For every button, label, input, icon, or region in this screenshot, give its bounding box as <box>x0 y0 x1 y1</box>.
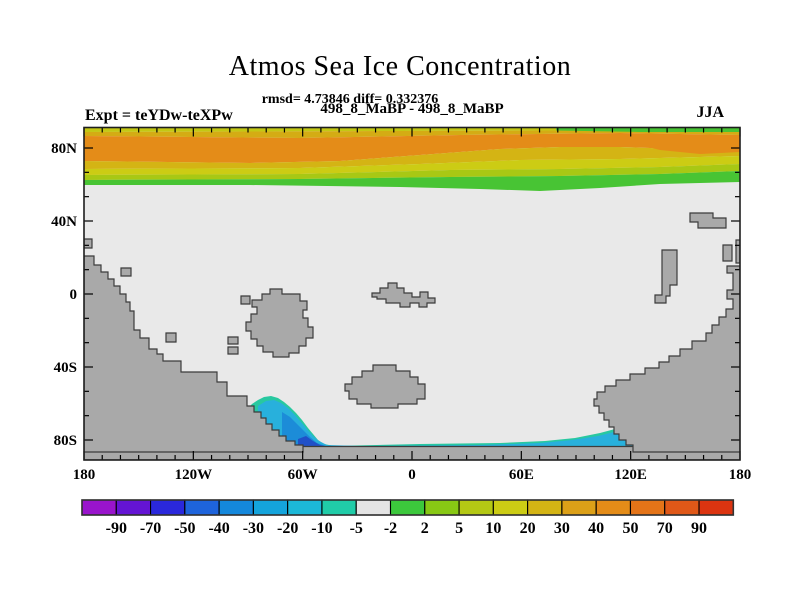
antarctic-blue-inner <box>282 412 348 447</box>
antarctic-dark-blue-core <box>298 436 330 447</box>
run-subtitle: 498_8_MaBP - 498_8_MaBP <box>320 101 504 117</box>
y-axis-label: 0 <box>70 287 78 303</box>
orange-lens-right <box>640 139 740 154</box>
colorbar-level-label: 2 <box>421 520 429 537</box>
land-west-edge-notch <box>84 238 93 249</box>
page-title: Atmos Sea Ice Concentration <box>228 51 572 82</box>
colorbar-frame <box>81 499 735 516</box>
arctic-band-6 <box>84 171 740 191</box>
colorbar-cell <box>389 499 426 516</box>
land-small-island-a <box>120 267 132 277</box>
plot-frame <box>83 126 741 461</box>
colorbar-cell <box>561 499 597 516</box>
colorbar-cell <box>115 499 152 516</box>
colorbar-cell <box>184 499 220 516</box>
land-east-edge-rect <box>722 244 733 262</box>
land-central-island <box>245 288 314 358</box>
colorbar-level-label: -20 <box>277 520 298 537</box>
top-edge-green-strip <box>556 127 740 132</box>
arctic-band-5 <box>84 164 740 180</box>
arctic-band-3 <box>84 147 740 169</box>
colorbar-cell <box>595 499 632 516</box>
colorbar-level-label: -30 <box>243 520 264 537</box>
x-axis-label: 60E <box>509 467 534 483</box>
land-tiny-square-1 <box>227 336 239 345</box>
colorbar-cell <box>664 499 700 516</box>
x-axis-label: 180 <box>73 467 96 483</box>
colorbar-level-label: 40 <box>588 520 604 537</box>
colorbar-cell <box>321 499 357 516</box>
colorbar-level-label: -40 <box>208 520 229 537</box>
colorbar-level-label: 50 <box>622 520 638 537</box>
x-axis-label: 120W <box>175 467 213 483</box>
arctic-band-2 <box>84 133 740 163</box>
land-equatorial-island <box>371 282 436 308</box>
colorbar-level-label: 20 <box>520 520 536 537</box>
colorbar-cell <box>492 499 529 516</box>
colorbar-level-label: 70 <box>657 520 673 537</box>
y-axis-label: 80N <box>51 141 77 157</box>
colorbar-level-label: 5 <box>455 520 463 537</box>
colorbar-level-label: 90 <box>691 520 707 537</box>
colorbar-cell <box>252 499 289 516</box>
colorbar-cell <box>698 499 734 516</box>
colorbar-level-label: 30 <box>554 520 570 537</box>
colorbar-cell <box>629 499 666 516</box>
colorbar-cell <box>287 499 323 516</box>
land-east-vertical-island <box>654 249 678 304</box>
land-southwest-continent <box>84 255 304 453</box>
land-small-island-b <box>240 295 251 305</box>
experiment-label: Expt = teYDw-teXPw <box>85 107 233 124</box>
y-axis-label: 40S <box>54 360 77 376</box>
land-south-central-island <box>344 364 426 409</box>
colorbar-cell <box>527 499 563 516</box>
x-axis-label: 60W <box>288 467 318 483</box>
x-axis-label: 120E <box>614 467 647 483</box>
land-tiny-square-2 <box>227 346 239 355</box>
stats-line: rmsd= 4.73846 diff= 0.332376 <box>261 92 439 107</box>
map-area <box>84 127 740 460</box>
colorbar-level-label: -50 <box>174 520 195 537</box>
colorbar-cell <box>218 499 254 516</box>
colorbar-level-label: -5 <box>350 520 363 537</box>
colorbar-cell <box>150 499 186 516</box>
colorbar-cell <box>458 499 494 516</box>
x-axis-label: 180 <box>729 467 752 483</box>
y-axis-label: 80S <box>54 433 77 449</box>
land-southeast-continent <box>593 265 740 453</box>
colorbar-level-label: -90 <box>106 520 127 537</box>
season-label: JJA <box>696 104 724 121</box>
colorbar-level-label: -70 <box>140 520 161 537</box>
arctic-band-4 <box>84 156 740 175</box>
colorbar-cell <box>81 499 117 516</box>
y-axis-label: 40N <box>51 214 77 230</box>
colorbar-level-label: 10 <box>485 520 501 537</box>
colorbar-level-label: -2 <box>384 520 397 537</box>
x-axis-label: 0 <box>408 467 416 483</box>
colorbar-cell <box>424 499 460 516</box>
land-slope-island <box>165 332 177 343</box>
colorbar-cell <box>355 499 392 516</box>
colorbar-level-label: -10 <box>311 520 332 537</box>
land-east-bar-island <box>689 212 727 229</box>
